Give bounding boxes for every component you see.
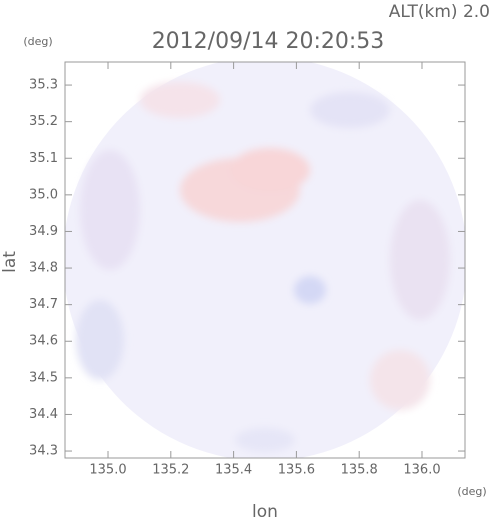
chart-title: 2012/09/14 20:20:53 [152, 29, 385, 54]
y-tick-label: 34.9 [29, 224, 58, 239]
x-unit: (deg) [457, 485, 486, 498]
radar-disk [65, 62, 465, 458]
y-tick-label: 35.1 [29, 151, 58, 166]
altitude-label: ALT(km) 2.0 [389, 2, 490, 22]
y-tick-label: 34.7 [29, 297, 58, 312]
x-tick-label: 135.4 [215, 463, 252, 478]
y-unit: (deg) [23, 35, 52, 48]
x-tick-label: 135.8 [341, 463, 378, 478]
x-tick-label: 135.2 [152, 463, 189, 478]
y-axis-label: lat [0, 251, 20, 273]
y-tick-label: 34.8 [29, 261, 58, 276]
y-tick-label: 35.2 [29, 114, 58, 129]
y-tick-label: 34.3 [29, 444, 58, 459]
y-tick-label: 34.5 [29, 370, 58, 385]
x-axis-label: lon [252, 502, 278, 521]
y-tick-label: 34.4 [29, 407, 58, 422]
x-tick-label: 135.0 [89, 463, 126, 478]
x-tick-label: 135.6 [278, 463, 315, 478]
y-tick-label: 34.6 [29, 334, 58, 349]
x-tick-label: 136.0 [403, 463, 440, 478]
y-tick-label: 35.0 [29, 187, 58, 202]
y-tick-label: 35.3 [29, 78, 58, 93]
plot-frame [64, 61, 466, 459]
radar-field [65, 62, 465, 458]
